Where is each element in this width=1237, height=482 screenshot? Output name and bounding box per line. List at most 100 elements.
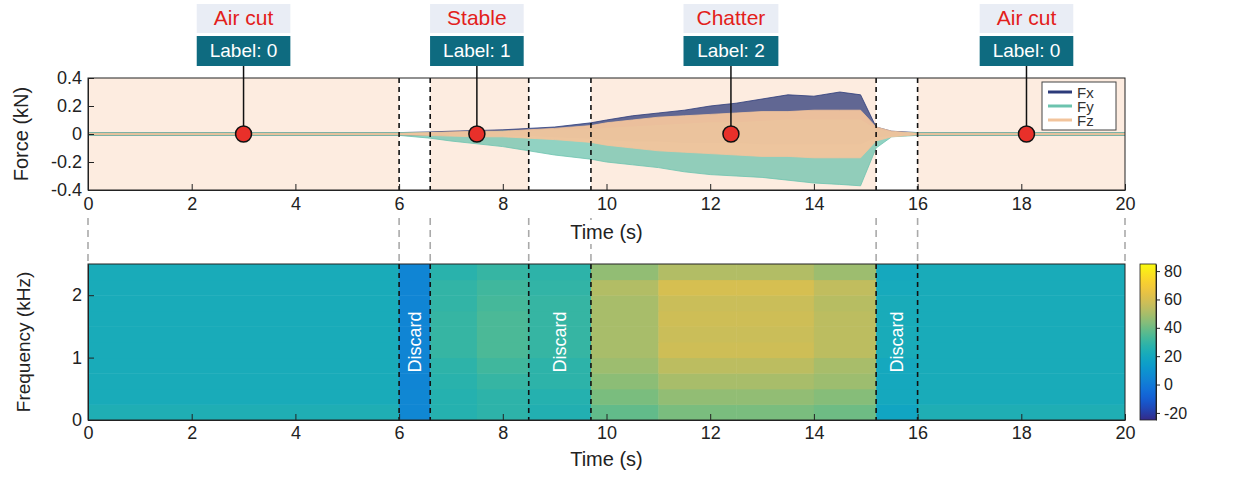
connector-line [87, 218, 89, 262]
tick: 0 [72, 410, 94, 430]
tick: 14 [804, 414, 824, 443]
tick: 20 [1115, 184, 1135, 214]
spectrogram-cell [918, 264, 1125, 280]
tick-mark [88, 295, 94, 296]
axis-title: Time (s) [570, 448, 643, 470]
tick-label: 8 [498, 423, 508, 443]
spectrogram-cell [814, 264, 877, 280]
tick-label: -0.2 [51, 152, 82, 172]
spectrogram-cell [88, 373, 400, 389]
spectrogram-cell [918, 342, 1125, 358]
tick: -0.4 [51, 180, 94, 200]
tick-label: -0.4 [51, 180, 82, 200]
tick-mark [295, 414, 296, 420]
connector-line [429, 218, 431, 262]
spectrogram-cell [477, 404, 529, 420]
leader-line [1026, 66, 1028, 126]
tick-mark [1156, 299, 1160, 300]
spectrogram-cell [529, 389, 592, 405]
annotation-point [469, 126, 485, 142]
tick: 10 [597, 414, 617, 443]
spectrogram-cell [736, 389, 814, 405]
tick: 16 [908, 184, 928, 214]
connector-line [917, 218, 919, 262]
spectrogram-cell [918, 373, 1125, 389]
tick-label: 0 [83, 194, 93, 214]
spectrogram-cell [591, 389, 659, 405]
tick-mark [918, 414, 919, 420]
tick: 4 [291, 184, 301, 214]
tick: 0.4 [57, 68, 94, 88]
label-background [566, 220, 647, 244]
tick-label: 18 [1012, 194, 1032, 214]
spectrogram-cell [591, 404, 659, 420]
annotation: StableLabel: 1 [430, 4, 524, 142]
spectrogram-cell [88, 404, 400, 420]
spectrogram-cell [814, 326, 877, 342]
axis-line [1156, 265, 1157, 421]
legend-swatch [1048, 119, 1072, 122]
tick-label: 6 [395, 194, 405, 214]
discard-label: Discard [887, 311, 907, 372]
tick-mark [88, 358, 94, 359]
spectrogram-cell [876, 264, 918, 280]
title-box [684, 4, 779, 33]
tick: 6 [395, 414, 405, 443]
tick-label: 12 [701, 423, 721, 443]
spectrogram-cell [477, 264, 529, 280]
tick-mark [88, 78, 94, 79]
axis-title: Time (s) [570, 221, 643, 243]
spectrogram-cell [876, 295, 918, 311]
tick: 0.2 [57, 96, 94, 116]
annotation: ChatterLabel: 2 [684, 4, 779, 142]
spectrogram-cell [477, 295, 529, 311]
spectrogram-cell [430, 404, 477, 420]
spectrogram-cell [430, 264, 477, 280]
tick-mark [295, 184, 296, 190]
spectrogram-cell [918, 358, 1125, 374]
leader-line [476, 66, 478, 126]
tick-label: 20 [1164, 348, 1182, 365]
tick-mark [1156, 413, 1160, 414]
spectrogram-cell [591, 373, 659, 389]
boundary-line [875, 264, 877, 420]
colorbar [1140, 264, 1156, 420]
spectrogram-cell [430, 295, 477, 311]
tick: 4 [291, 414, 301, 443]
annotations: Air cutLabel: 0StableLabel: 1ChatterLabe… [197, 4, 1074, 142]
tick: 20 [1156, 348, 1182, 365]
spectrogram-cell [529, 295, 592, 311]
tick-label: 10 [597, 194, 617, 214]
tick-mark [88, 190, 94, 191]
tick: 0 [72, 124, 94, 144]
tick-mark [1156, 385, 1160, 386]
spectrogram-cell [477, 311, 529, 327]
spectrogram-cell [430, 280, 477, 296]
tick-mark [607, 414, 608, 420]
tick-label: 20 [1115, 194, 1135, 214]
spectrogram-cell [814, 311, 877, 327]
annotation-title: Chatter [697, 6, 766, 29]
spectrogram-cell [477, 358, 529, 374]
spectrogram-cell [399, 280, 431, 296]
tick: 0 [1156, 376, 1173, 393]
spectrogram-cell [736, 342, 814, 358]
spectrogram-cell [529, 404, 592, 420]
plot-area [88, 264, 1125, 420]
boundary-line [590, 78, 592, 190]
tick: 2 [72, 285, 94, 305]
tick-label: 8 [498, 194, 508, 214]
spectrogram-cell [876, 280, 918, 296]
spectrogram-cell [918, 280, 1125, 296]
legend-swatch [1048, 105, 1072, 108]
tick-mark [88, 420, 94, 421]
tick-mark [814, 184, 815, 190]
spectrogram-cell [658, 311, 736, 327]
tick-mark [503, 184, 504, 190]
spectrogram-cell [658, 280, 736, 296]
spectrogram-cell [430, 326, 477, 342]
spectrogram-cell [658, 264, 736, 280]
tick-label: 16 [908, 423, 928, 443]
spectrogram-cell [477, 389, 529, 405]
spectrogram-cell [658, 326, 736, 342]
